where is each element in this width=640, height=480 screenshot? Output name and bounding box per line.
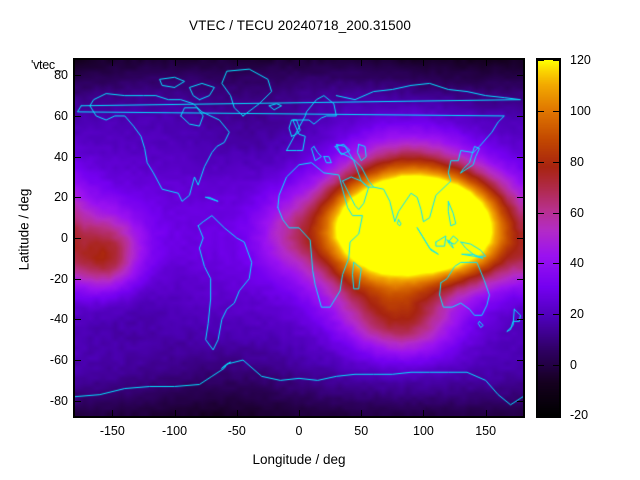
colorbar-tick-mark (538, 212, 544, 214)
colorbar-tick-mark (553, 365, 559, 367)
colorbar-tick-mark (553, 60, 559, 61)
colorbar[interactable] (536, 58, 561, 418)
x-tick-mark (299, 410, 300, 416)
y-tick-mark (75, 278, 81, 280)
colorbar-tick-mark (553, 314, 559, 316)
colorbar-tick-mark (553, 212, 559, 214)
colorbar-tick-label: 20 (570, 307, 584, 322)
y-tick-label: 0 (61, 231, 68, 245)
y-tick-label: 80 (54, 68, 68, 83)
x-tick-mark (361, 60, 363, 66)
x-tick-label: -50 (227, 424, 246, 438)
colorbar-tick-label: 100 (570, 103, 591, 118)
y-tick-mark (517, 238, 523, 239)
x-tick-mark (236, 60, 238, 66)
y-tick-label: -20 (49, 271, 68, 286)
y-tick-label: 40 (54, 149, 68, 164)
y-tick-mark (75, 238, 81, 239)
x-tick-mark (361, 410, 363, 416)
y-tick-mark (75, 115, 81, 117)
colorbar-tick-mark (553, 110, 559, 112)
x-tick-mark (174, 410, 176, 416)
y-tick-mark (75, 197, 81, 199)
y-tick-label: 20 (54, 190, 68, 205)
y-tick-mark (517, 115, 523, 117)
colorbar-tick-mark (538, 365, 544, 367)
colorbar-tick-mark (553, 415, 559, 416)
colorbar-tick-mark (538, 415, 544, 416)
colorbar-tick-label: -20 (570, 408, 589, 422)
colorbar-tick-mark (538, 314, 544, 316)
colorbar-tick-mark (538, 263, 544, 265)
colorbar-tick-label: 120 (570, 53, 591, 67)
x-tick-mark (485, 60, 487, 66)
y-tick-mark (75, 360, 81, 362)
x-tick-mark (485, 410, 487, 416)
y-tick-mark (75, 156, 81, 158)
x-tick-mark (423, 60, 425, 66)
colorbar-tick-mark (538, 110, 544, 112)
y-tick-mark (75, 400, 81, 402)
x-tick-label: 0 (295, 424, 303, 438)
x-tick-mark (112, 60, 114, 66)
y-tick-mark (517, 400, 523, 402)
y-tick-mark (517, 156, 523, 158)
y-tick-label: 60 (54, 108, 68, 123)
x-tick-mark (236, 410, 238, 416)
y-tick-mark (517, 319, 523, 321)
x-tick-label: 100 (413, 424, 434, 438)
colorbar-tick-mark (553, 161, 559, 163)
x-tick-mark (112, 410, 114, 416)
colorbar-tick-label: 60 (570, 205, 584, 220)
y-tick-mark (517, 278, 523, 280)
y-tick-mark (517, 75, 523, 77)
y-axis-title: Latitude / deg (16, 188, 32, 271)
y-tick-label: -40 (49, 312, 68, 327)
colorbar-gradient-canvas (538, 60, 559, 416)
x-tick-label: -150 (99, 424, 125, 438)
page-title: VTEC / TECU 20240718_200.31500 (189, 18, 411, 33)
map-axes[interactable] (73, 58, 525, 418)
colorbar-tick-label: 40 (570, 256, 584, 271)
x-tick-label: 150 (475, 424, 497, 438)
x-tick-mark (174, 60, 176, 66)
x-tick-label: -100 (162, 424, 188, 438)
y-tick-mark (517, 360, 523, 362)
y-tick-mark (75, 75, 81, 77)
y-tick-mark (517, 197, 523, 199)
colorbar-tick-mark (553, 263, 559, 265)
colorbar-tick-mark (538, 161, 544, 163)
x-axis-title: Longitude / deg (252, 452, 346, 467)
y-tick-label: -80 (49, 393, 68, 408)
colorbar-tick-label: 80 (570, 154, 584, 169)
y-tick-mark (75, 319, 81, 321)
coastline-overlay-canvas (75, 60, 523, 416)
x-tick-label: 50 (354, 424, 369, 438)
x-tick-mark (299, 60, 300, 66)
y-tick-label: -60 (49, 353, 68, 368)
series-key-label: 'vtec_ (31, 58, 62, 72)
colorbar-tick-mark (538, 60, 544, 61)
colorbar-tick-label: 0 (570, 358, 577, 373)
x-tick-mark (423, 410, 425, 416)
